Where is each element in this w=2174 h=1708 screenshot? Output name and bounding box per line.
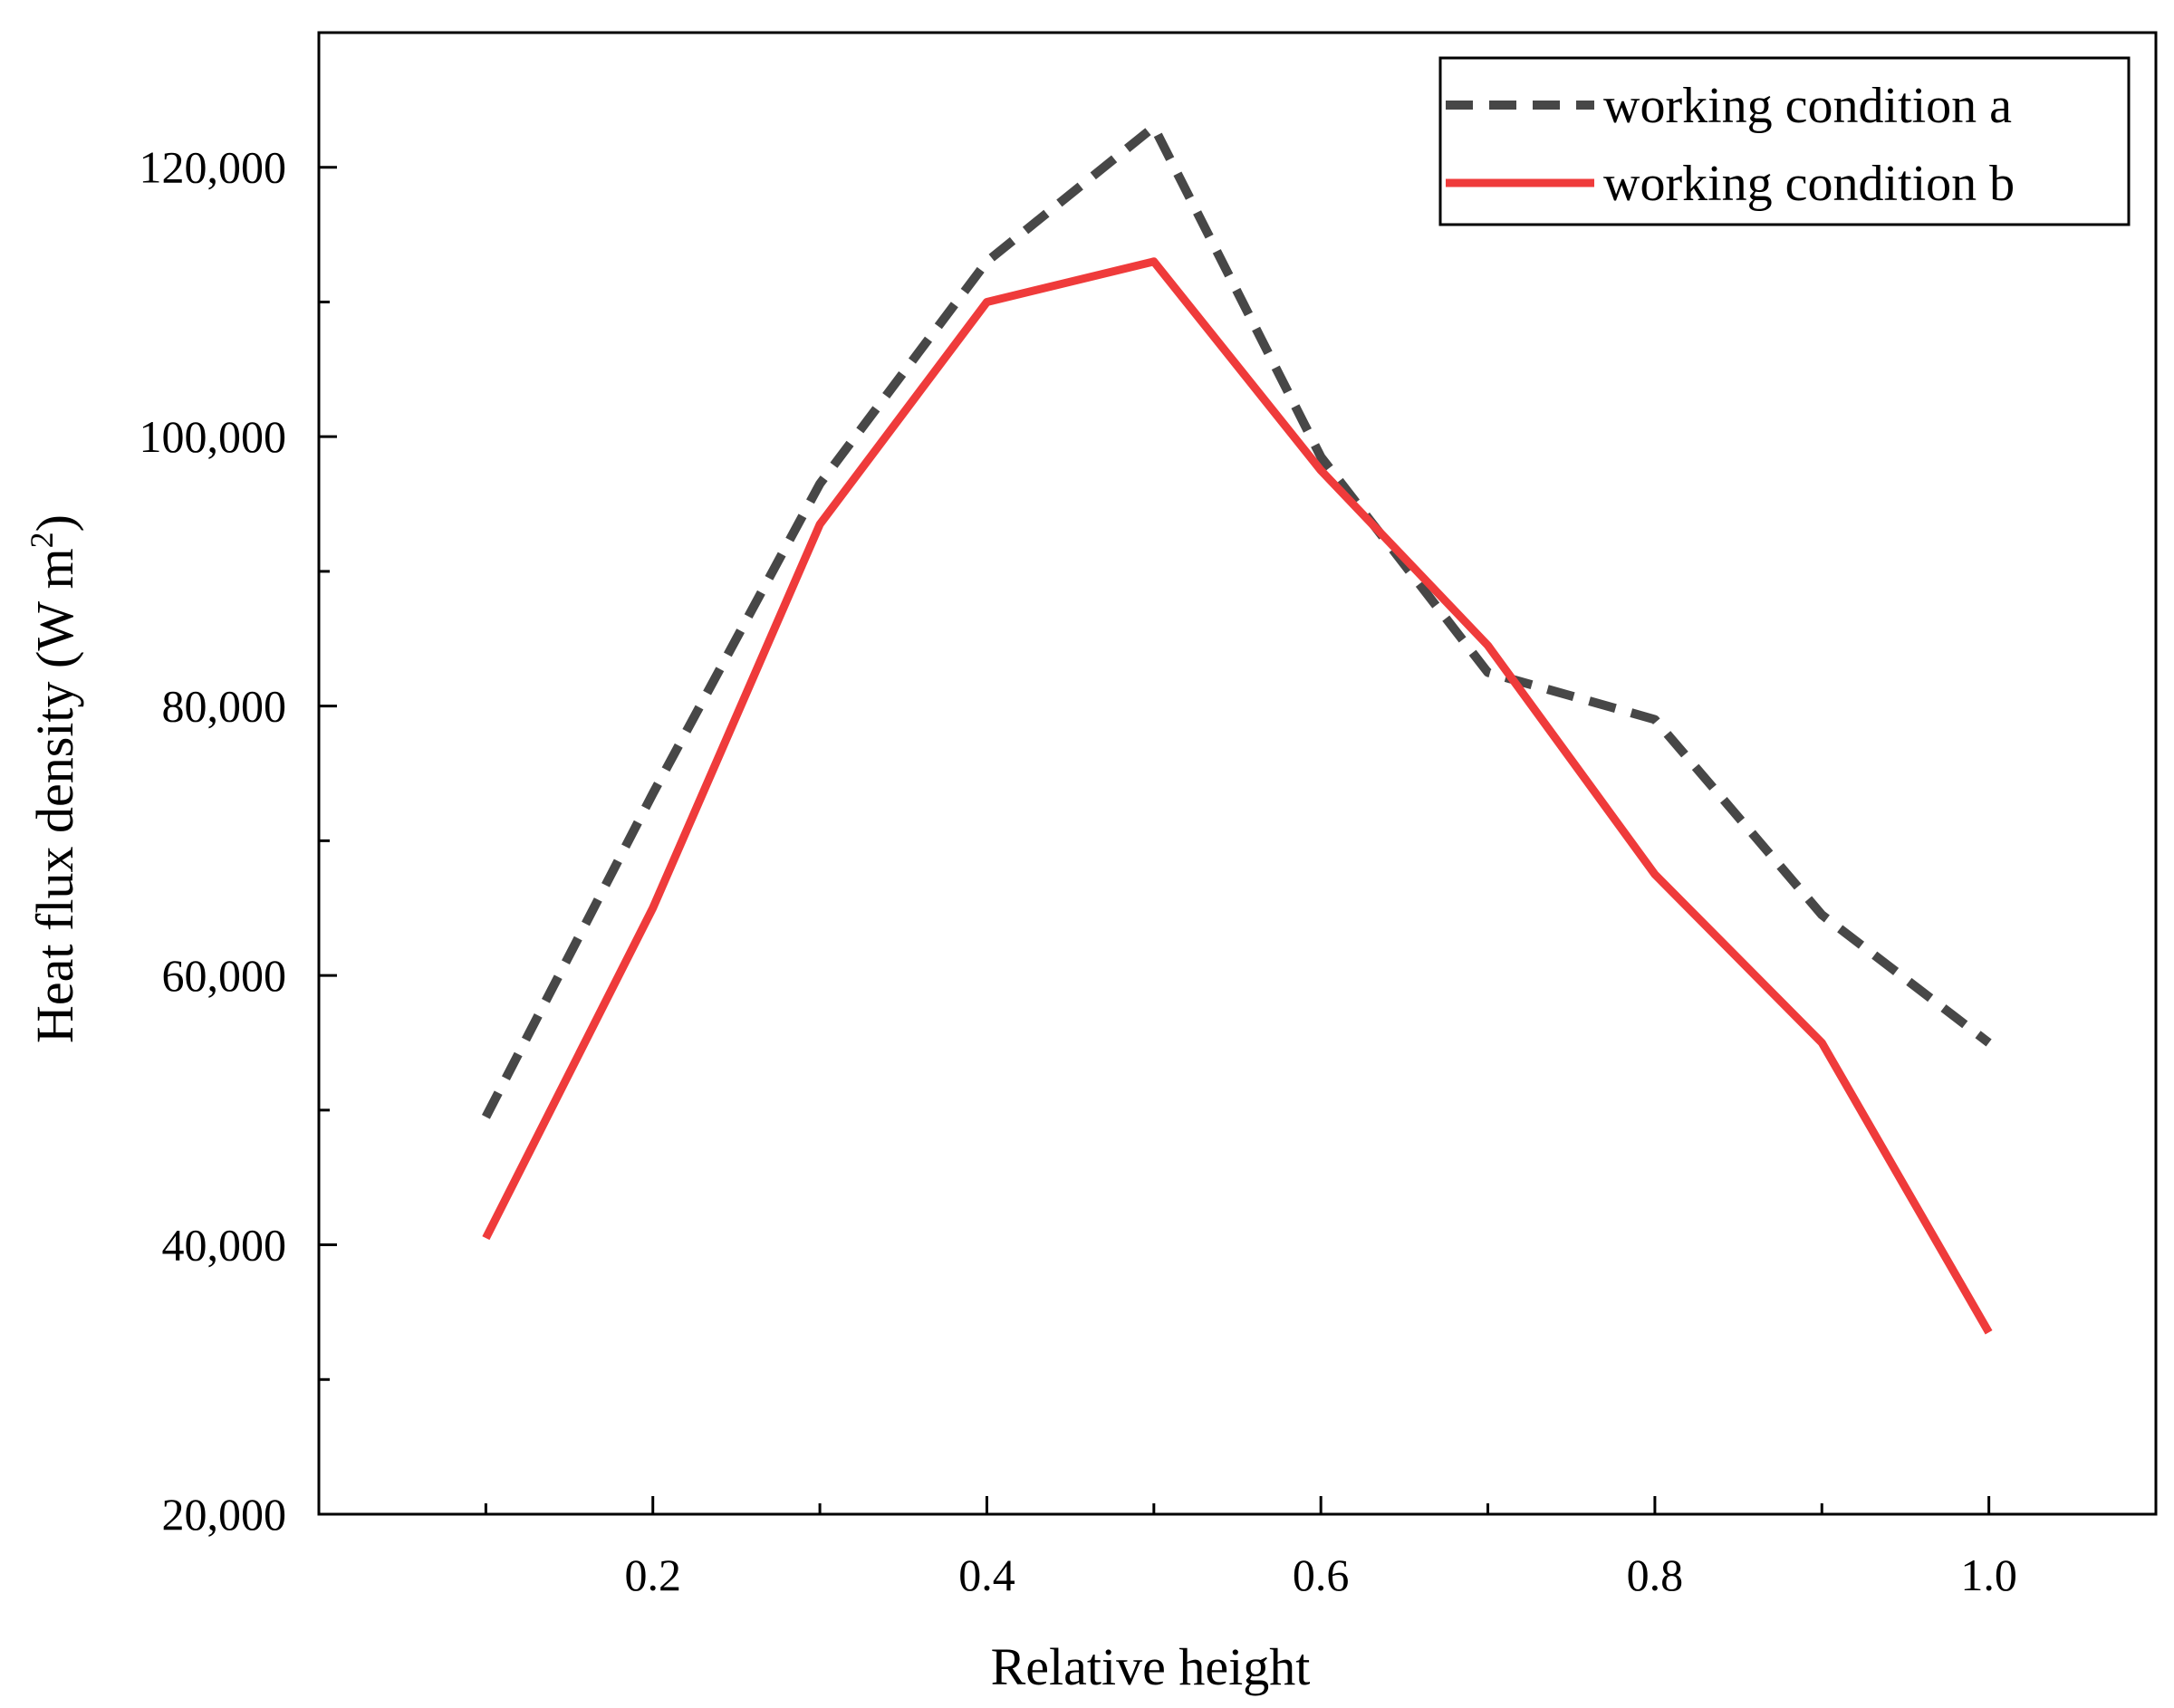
y-tick-label: 120,000	[139, 142, 287, 193]
y-axis-title-superscript: 2	[24, 532, 60, 548]
legend-box	[1438, 56, 2131, 226]
series-line-a	[481, 122, 1992, 1119]
tick-marks	[319, 166, 1991, 1516]
plot-frame	[317, 31, 2158, 1516]
axes	[317, 31, 2158, 1516]
y-axis-title-close: )	[25, 514, 84, 532]
legend-label-b: working condition b	[1603, 156, 2015, 212]
x-tick-label: 0.8	[1627, 1550, 1684, 1600]
legend-label-a: working condition a	[1603, 78, 2012, 134]
series-lines	[481, 122, 1993, 1335]
x-axis-title: Relative height	[991, 1637, 1311, 1696]
y-tick-label: 40,000	[162, 1220, 287, 1271]
tick-labels: 0.2 0.4 0.6 0.8 1.0 20,000 40,000 60,000 80,000 1…	[139, 142, 2017, 1600]
x-tick-label: 0.4	[958, 1550, 1015, 1600]
y-tick-label: 60,000	[162, 950, 287, 1001]
y-tick-label: 100,000	[139, 411, 287, 462]
y-tick-label: 20,000	[162, 1489, 287, 1540]
x-tick-label: 0.2	[624, 1550, 681, 1600]
y-tick-label: 80,000	[162, 681, 287, 732]
legend: working condition a working condition b	[1438, 56, 2131, 226]
y-axis-title-main: Heat flux density (W m	[25, 548, 84, 1043]
x-tick-label: 1.0	[1960, 1550, 2017, 1600]
x-tick-label: 0.6	[1293, 1550, 1350, 1600]
series-line-b	[482, 257, 1993, 1335]
y-axis-title: Heat flux density (W m2)	[24, 514, 84, 1043]
